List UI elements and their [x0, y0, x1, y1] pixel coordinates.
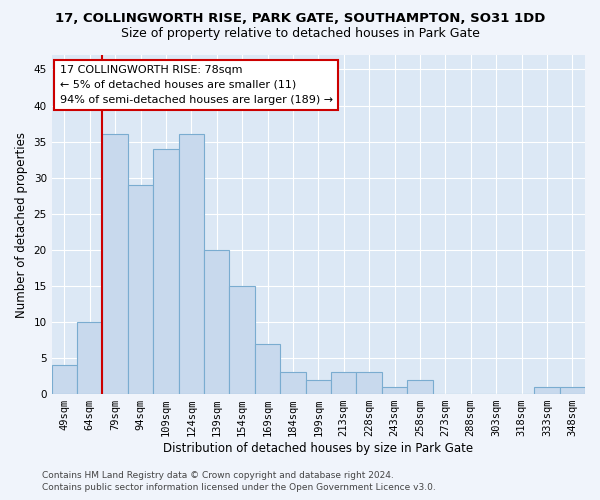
- Bar: [229, 286, 255, 394]
- Bar: [52, 365, 77, 394]
- Bar: [356, 372, 382, 394]
- Bar: [305, 380, 331, 394]
- Text: 17 COLLINGWORTH RISE: 78sqm
← 5% of detached houses are smaller (11)
94% of semi: 17 COLLINGWORTH RISE: 78sqm ← 5% of deta…: [59, 65, 333, 105]
- Bar: [382, 387, 407, 394]
- Y-axis label: Number of detached properties: Number of detached properties: [15, 132, 28, 318]
- Bar: [128, 185, 153, 394]
- Bar: [534, 387, 560, 394]
- Text: Contains HM Land Registry data © Crown copyright and database right 2024.
Contai: Contains HM Land Registry data © Crown c…: [42, 471, 436, 492]
- X-axis label: Distribution of detached houses by size in Park Gate: Distribution of detached houses by size …: [163, 442, 473, 455]
- Bar: [331, 372, 356, 394]
- Bar: [179, 134, 204, 394]
- Bar: [77, 322, 103, 394]
- Bar: [407, 380, 433, 394]
- Bar: [153, 149, 179, 394]
- Bar: [560, 387, 585, 394]
- Bar: [204, 250, 229, 394]
- Bar: [103, 134, 128, 394]
- Bar: [255, 344, 280, 394]
- Text: Size of property relative to detached houses in Park Gate: Size of property relative to detached ho…: [121, 28, 479, 40]
- Text: 17, COLLINGWORTH RISE, PARK GATE, SOUTHAMPTON, SO31 1DD: 17, COLLINGWORTH RISE, PARK GATE, SOUTHA…: [55, 12, 545, 26]
- Bar: [280, 372, 305, 394]
